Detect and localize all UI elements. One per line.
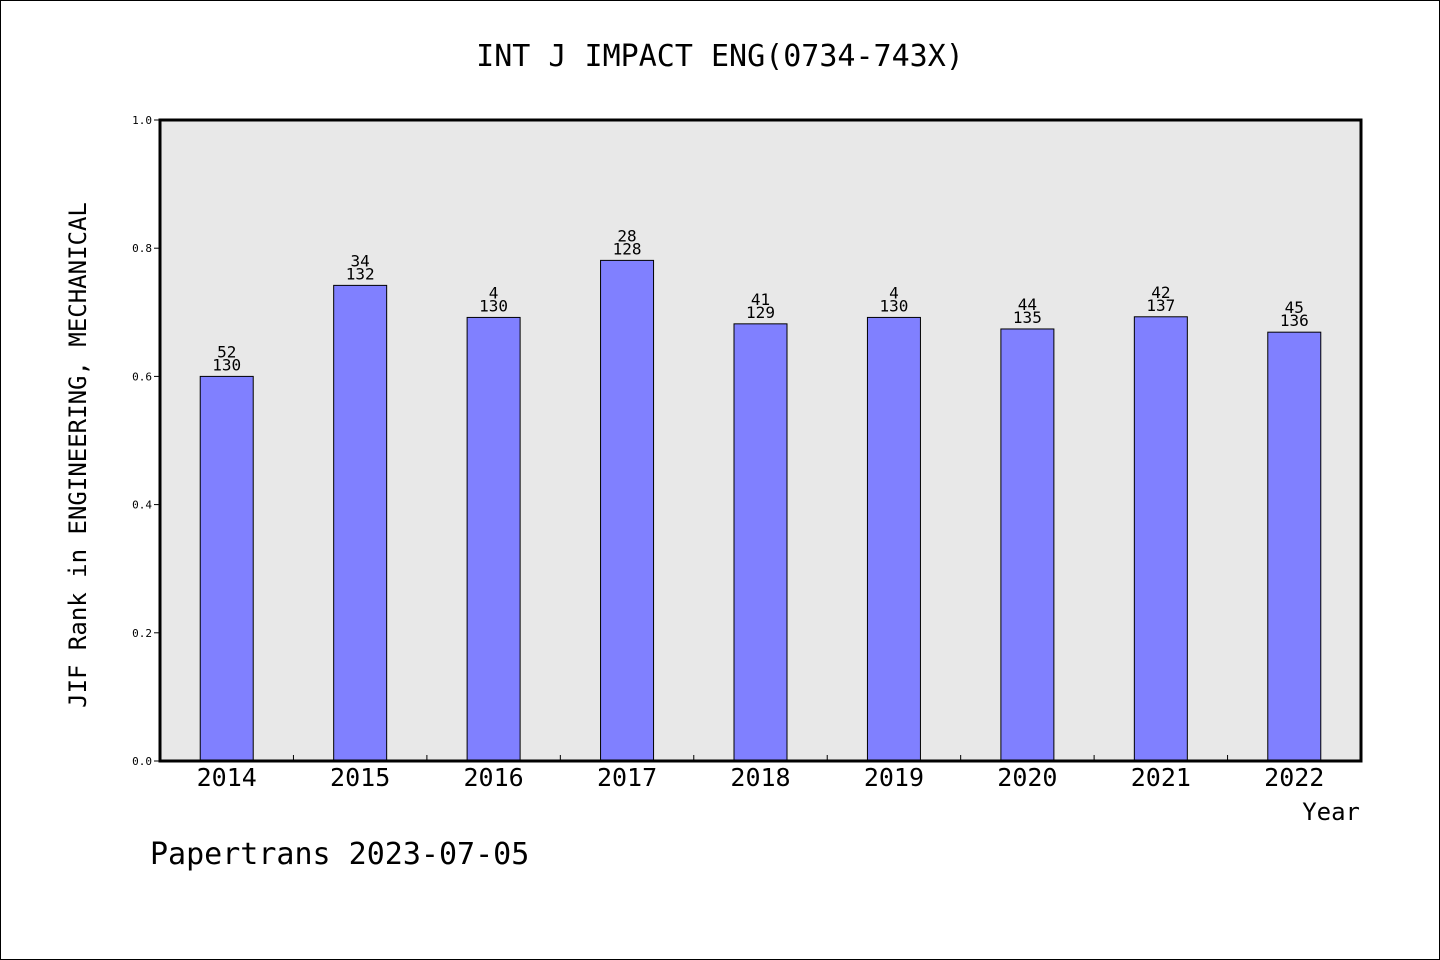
x-tick-label: 2022 (1264, 763, 1324, 792)
x-tick-label: 2016 (464, 763, 524, 792)
y-tick-label: 0.0 (132, 755, 152, 768)
chart-title: INT J IMPACT ENG(0734-743X) (476, 39, 964, 74)
bar-rank-label: 52 (217, 342, 236, 361)
bar-rank-label: 42 (1151, 283, 1170, 302)
x-tick-label: 2021 (1131, 763, 1191, 792)
bar-rank-label: 4 (889, 283, 899, 302)
bar-rank-label: 41 (751, 290, 770, 309)
bar-total-label: 128 (613, 239, 642, 258)
x-tick-label: 2014 (197, 763, 257, 792)
plot-border (158, 118, 1363, 763)
x-tick-label: 2015 (330, 763, 390, 792)
y-tick-label: 0.6 (132, 370, 152, 383)
x-tick-label: 2018 (730, 763, 790, 792)
bar-rank-label: 44 (1018, 295, 1037, 314)
x-axis-label: Year (1302, 798, 1360, 826)
y-tick-label: 1.0 (132, 114, 152, 127)
y-axis-label: JIF Rank in ENGINEERING, MECHANICAL (64, 202, 92, 708)
y-tick-label: 0.8 (132, 242, 152, 255)
bar-total-label: 135 (1013, 308, 1042, 327)
bar-rank-label: 28 (617, 226, 636, 245)
bar-2016 (466, 316, 521, 762)
bar-rank-label: 45 (1285, 298, 1304, 317)
footer-text: Papertrans 2023-07-05 (150, 837, 529, 872)
bar-total-label: 130 (879, 296, 908, 315)
ticks-layer: 0.0 0.2 0.4 0.6 0.8 1.0 2014 2015 2016 2017 2018 20… (132, 114, 1324, 792)
x-tick-label: 2019 (864, 763, 924, 792)
y-tick-label: 0.4 (132, 499, 152, 512)
bar-rank-label: 34 (351, 251, 370, 270)
bar-2022 (1267, 331, 1322, 762)
y-tick-label: 0.2 (132, 627, 152, 640)
bar-rank-label: 4 (489, 283, 499, 302)
bar-2017 (600, 259, 655, 762)
bar-total-label: 137 (1146, 296, 1175, 315)
bar-2015 (333, 284, 388, 762)
x-tick-label: 2020 (997, 763, 1057, 792)
bar-2018 (733, 323, 788, 762)
bar-total-label: 136 (1280, 311, 1309, 330)
bar-total-label: 130 (479, 296, 508, 315)
bar-total-label: 132 (346, 264, 375, 283)
x-tick-label: 2017 (597, 763, 657, 792)
bar-total-label: 129 (746, 303, 775, 322)
bar-total-label: 130 (212, 355, 241, 374)
bar-2019 (866, 316, 921, 762)
bar-2021 (1133, 316, 1188, 762)
bar-2020 (1000, 328, 1055, 762)
bar-2014 (199, 375, 254, 762)
